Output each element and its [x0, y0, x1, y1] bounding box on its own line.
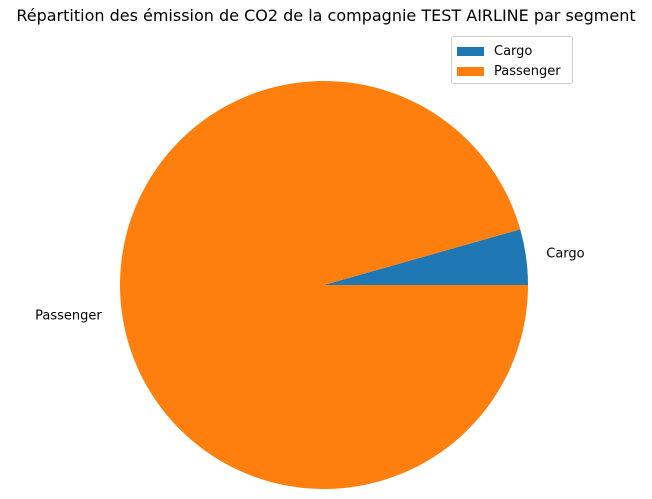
slice-label-passenger: Passenger [35, 308, 102, 323]
legend-label-passenger: Passenger [494, 63, 561, 79]
legend-swatch-cargo [457, 46, 484, 56]
slice-labels: Cargo Passenger [35, 247, 585, 324]
legend: Cargo Passenger [451, 36, 573, 84]
legend-item-cargo: Cargo [457, 41, 572, 61]
legend-item-passenger: Passenger [457, 61, 572, 81]
pie-slice-cargo [324, 229, 528, 285]
legend-swatch-passenger [457, 66, 484, 76]
slice-label-cargo: Cargo [546, 247, 584, 262]
pie-slice-passenger [119, 80, 528, 489]
legend-label-cargo: Cargo [494, 43, 533, 59]
pie-slices [119, 80, 528, 489]
chart-title: Répartition des émission de CO2 de la co… [16, 6, 636, 25]
